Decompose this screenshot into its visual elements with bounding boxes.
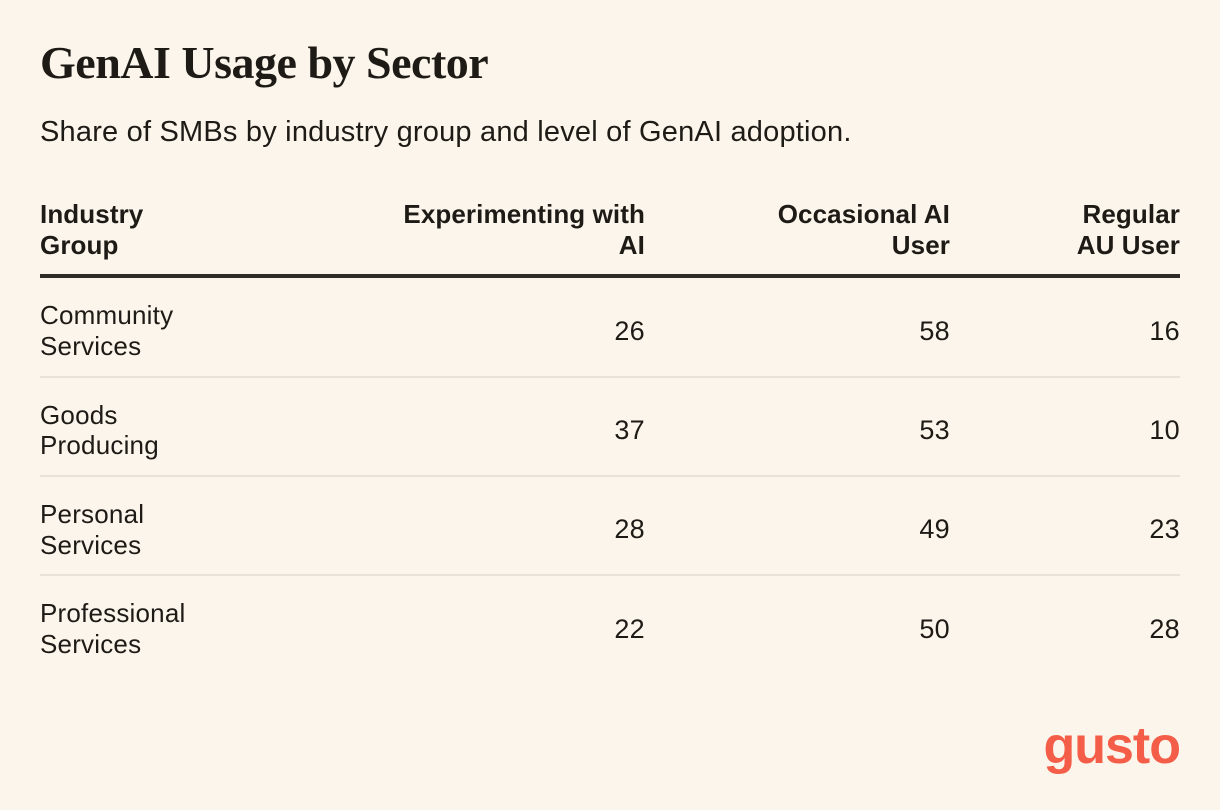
table-row: Professional Services 22 50 28 (40, 576, 1180, 673)
column-header-occasional-ai-user: Occasional AI User (777, 199, 950, 260)
value-professional-experimenting: 22 (614, 613, 645, 644)
column-header-experimenting-with-ai: Experimenting with AI (403, 199, 645, 260)
value-professional-regular: 28 (1149, 613, 1180, 644)
value-personal-experimenting: 28 (614, 514, 645, 545)
table-row: Community Services 26 58 16 (40, 278, 1180, 378)
value-goods-occasional: 53 (919, 414, 950, 445)
value-personal-occasional: 49 (919, 514, 950, 545)
page-title: GenAI Usage by Sector (40, 37, 489, 88)
page-subtitle: Share of SMBs by industry group and leve… (40, 116, 852, 148)
row-label-professional-services: Professional Services (40, 598, 186, 660)
table-header-row: Industry Group Experimenting with AI Occ… (40, 199, 1180, 279)
row-label-goods-producing: Goods Producing (40, 399, 159, 461)
value-goods-regular: 10 (1149, 414, 1180, 445)
infographic: GenAI Usage by Sector Share of SMBs by i… (40, 37, 1180, 674)
data-table: Industry Group Experimenting with AI Occ… (40, 199, 1180, 674)
value-professional-occasional: 50 (919, 613, 950, 644)
value-community-occasional: 58 (919, 315, 950, 346)
table-row: Goods Producing 37 53 10 (40, 378, 1180, 478)
table-row: Personal Services 28 49 23 (40, 477, 1180, 577)
column-header-industry-group: Industry Group (40, 199, 144, 260)
column-header-regular-au-user: Regular AU User (1076, 199, 1180, 260)
value-community-regular: 16 (1149, 315, 1180, 346)
footer: gusto (1043, 717, 1181, 775)
value-community-experimenting: 26 (614, 315, 645, 346)
row-label-community-services: Community Services (40, 300, 174, 362)
row-label-personal-services: Personal Services (40, 499, 145, 560)
value-goods-experimenting: 37 (614, 414, 645, 445)
gusto-logo: gusto (1043, 717, 1181, 775)
value-personal-regular: 23 (1149, 514, 1180, 545)
